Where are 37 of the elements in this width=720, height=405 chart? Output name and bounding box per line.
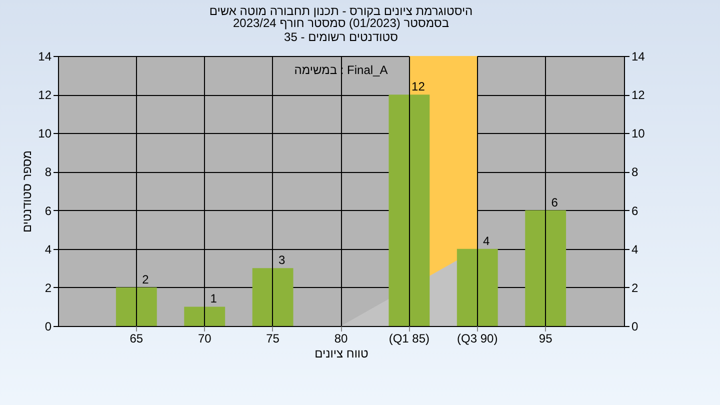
y-tick-label: 14: [38, 50, 52, 64]
data-label: 12: [412, 80, 426, 94]
y2-tick-label: 0: [632, 320, 638, 334]
y2-tick-label: 6: [632, 204, 638, 218]
y2-tick-label: 14: [632, 50, 646, 64]
x-tick-label: 75: [266, 332, 280, 346]
chart-subtitle: בסמסטר (01/2023) סמסטר חורף 2023/24 סטודנטים רשומים - 35: [232, 16, 450, 44]
y-tick-label: 6: [44, 204, 52, 218]
chart-title: היסטוגרמת ציונים בקורס - תכנון תחבורה מוטה אשים: [209, 4, 473, 18]
y-tick-label: 10: [38, 126, 52, 141]
y2-tick-label: 10: [632, 126, 646, 141]
y2-tick-label: 2: [632, 280, 638, 295]
data-label: 3: [278, 253, 286, 268]
x-tick-label: 65: [130, 332, 144, 346]
x-tick-label: (Q3 90): [457, 332, 498, 346]
data-label: 1: [210, 292, 218, 306]
x-tick-label: 70: [198, 332, 212, 346]
bar: [252, 268, 294, 326]
y-tick-label: 4: [44, 242, 52, 256]
data-label: 4: [483, 234, 490, 248]
bar: [184, 306, 226, 326]
y-tick-label: 8: [44, 165, 52, 180]
data-label: 2: [142, 272, 150, 286]
x-tick-label: 80: [334, 332, 348, 346]
data-label: 6: [551, 195, 558, 210]
y2-tick-label: 12: [632, 88, 646, 102]
y-tick-label: 12: [38, 88, 52, 102]
y-tick-label: 2: [44, 280, 52, 295]
y-tick-label: 0: [44, 320, 52, 334]
x-axis-title: טווח ציונים: [314, 346, 369, 360]
y2-tick-label: 4: [632, 242, 638, 256]
x-tick-label: (Q1 85): [388, 332, 430, 346]
x-tick-label: 95: [538, 332, 553, 346]
y-axis-title: מספר סטודנטים: [20, 150, 34, 233]
bar: [116, 287, 157, 326]
y2-tick-label: 8: [632, 165, 638, 180]
bar: [525, 210, 566, 326]
